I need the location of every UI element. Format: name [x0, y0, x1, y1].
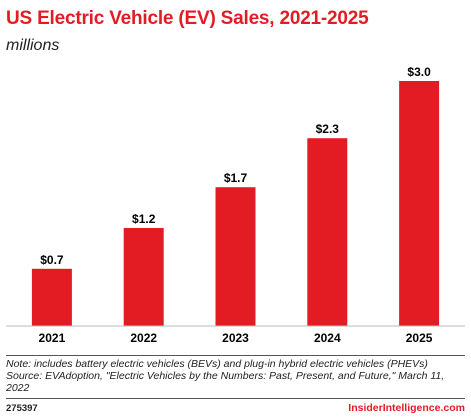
value-label-2024: $2.3	[316, 122, 340, 136]
chart-id: 275397	[6, 403, 38, 414]
value-label-2025: $3.0	[407, 65, 431, 79]
footer-rule	[6, 398, 465, 399]
x-tick-label-2021: 2021	[39, 331, 66, 345]
bar-2021	[31, 268, 72, 326]
chart-subtitle: millions	[6, 37, 60, 54]
bar-2022	[123, 228, 164, 326]
brand-logo[interactable]: InsiderIntelligence.com	[348, 402, 465, 414]
x-tick-label-2024: 2024	[314, 331, 341, 345]
x-tick-label-2022: 2022	[130, 331, 157, 345]
bars-layer	[31, 81, 440, 326]
note-text: Note: includes battery electric vehicles…	[6, 358, 428, 370]
footnote: Note: includes battery electric vehicles…	[6, 358, 465, 394]
value-label-2023: $1.7	[224, 171, 248, 185]
x-tick-label-2023: 2023	[222, 331, 249, 345]
chart-title: US Electric Vehicle (EV) Sales, 2021-202…	[6, 8, 369, 29]
x-tick-label-2025: 2025	[406, 331, 433, 345]
footer-divider	[6, 355, 465, 356]
bar-2025	[399, 81, 440, 326]
bar-2024	[307, 138, 348, 326]
value-label-2022: $1.2	[132, 212, 156, 226]
source-text: Source: EVAdoption, "Electric Vehicles b…	[6, 370, 445, 394]
bar-2023	[215, 187, 256, 326]
value-label-2021: $0.7	[40, 253, 64, 267]
labels-layer: $0.7 2021 $1.2 2022 $1.7 2023 $2.3 2024 $3.0 2025	[39, 65, 433, 345]
bar-chart: $0.7 2021 $1.2 2022 $1.7 2023 $2.3 2024 $3.0 2025	[6, 65, 465, 345]
